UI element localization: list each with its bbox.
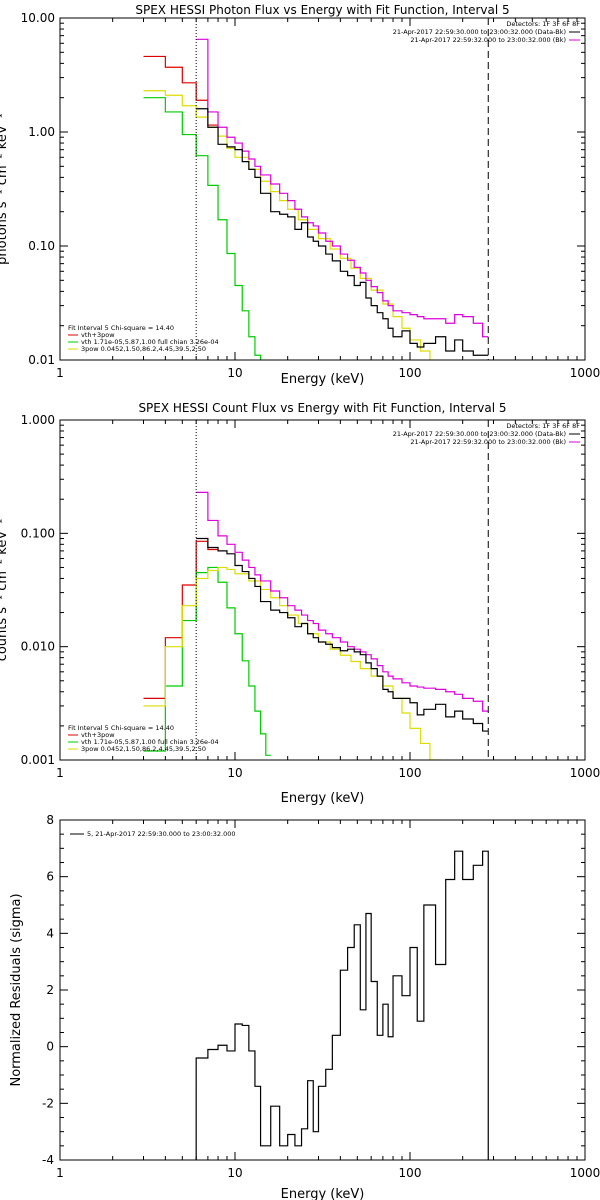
y-tick-label: 6: [46, 870, 54, 884]
x-tick-label: 10: [227, 766, 242, 780]
x-axis-label: Energy (keV): [281, 372, 365, 387]
y-tick-label: 0.10: [28, 239, 55, 253]
x-tick-label: 1000: [570, 366, 600, 380]
x-tick-label: 1000: [570, 1166, 600, 1180]
y-tick-label: 2: [46, 983, 54, 997]
series-line-4: [196, 537, 489, 732]
series-line-3: [196, 38, 489, 338]
y-tick-label: -4: [42, 1153, 54, 1167]
chart-count: SPEX HESSI Count Flux vs Energy with Fit…: [0, 401, 600, 806]
y-tick-label: -2: [42, 1096, 54, 1110]
bk-interval-label: 21-Apr-2017 22:59:32.000 to 23:00:32.000…: [410, 36, 566, 44]
y-tick-label: 0: [46, 1040, 54, 1054]
series-line-4: [196, 108, 489, 356]
y-axis-label: photons s⁻¹ cm⁻² keV⁻¹: [0, 113, 10, 265]
y-tick-label: 10.00: [21, 11, 55, 25]
chart-title: SPEX HESSI Photon Flux vs Energy with Fi…: [135, 3, 509, 17]
x-tick-label: 10: [227, 1166, 242, 1180]
fit-legend-item: vth+3pow: [81, 731, 115, 739]
y-tick-label: 0.01: [28, 353, 55, 367]
y-tick-label: 0.001: [21, 753, 55, 767]
chart-title: SPEX HESSI Count Flux vs Energy with Fit…: [138, 401, 506, 415]
axes-frame: [59, 419, 586, 761]
series-line-0: [195, 850, 489, 1160]
x-tick-label: 100: [399, 1166, 422, 1180]
y-tick-label: 1.00: [28, 125, 55, 139]
x-tick-label: 100: [399, 766, 422, 780]
y-tick-label: 4: [46, 926, 54, 940]
chart-residuals: 1 10 100 1000 -4 -2 0 2 4 6 8 Energy (keV) Normalize…: [9, 813, 600, 1200]
fit-legend-item: vth+3pow: [81, 331, 115, 339]
x-tick-label: 10: [227, 366, 242, 380]
fit-legend-item: vth 1.71e-05,5.87,1.00 full chian 3.26e-…: [81, 738, 219, 746]
detectors-label: Detectors: 1F 3F 6F 8F: [506, 422, 580, 430]
data-interval-label: 21-Apr-2017 22:59:30.000 to 23:00:32.000…: [393, 28, 566, 36]
chart-photon: SPEX HESSI Photon Flux vs Energy with Fi…: [0, 3, 600, 387]
plot-area: [143, 38, 489, 360]
fit-legend-title: Fit Interval 5 Chi-square = 14.40: [68, 724, 174, 732]
x-axis-label: Energy (keV): [281, 791, 365, 806]
series-line-1: [143, 566, 271, 756]
plot-area: [195, 850, 489, 1160]
fit-legend-item: 3pow 0.0452,1.50,86.2,4.45,39.5,2.50: [81, 345, 206, 353]
x-axis-label: Energy (keV): [281, 1187, 365, 1200]
y-tick-label: 1.000: [21, 413, 55, 427]
x-tick-label: 1000: [570, 766, 600, 780]
series-line-0: [143, 540, 219, 699]
residual-legend-label: 5, 21-Apr-2017 22:59:30.000 to 23:00:32.…: [87, 830, 236, 838]
y-axis-label: Normalized Residuals (sigma): [9, 893, 24, 1086]
detectors-label: Detectors: 1F 3F 6F 8F: [506, 20, 580, 28]
y-axis-label: counts s⁻¹ cm⁻² keV⁻¹: [0, 519, 10, 662]
y-tick-label: 0.010: [21, 640, 55, 654]
bk-interval-label: 21-Apr-2017 22:59:32.000 to 23:00:32.000…: [410, 438, 566, 446]
series-line-3: [196, 491, 489, 712]
fit-legend-title: Fit Interval 5 Chi-square = 14.40: [68, 324, 174, 332]
x-tick-label: 1: [56, 366, 64, 380]
series-line-2: [143, 90, 431, 360]
axes-frame: [59, 17, 586, 361]
y-tick-label: 8: [46, 813, 54, 827]
fit-legend-item: 3pow 0.0452,1.50,86.2,4.45,39.5,2.50: [81, 745, 206, 753]
plot-area: [143, 491, 489, 760]
fit-legend-item: vth 1.71e-05,5.87,1.00 full chian 3.26e-…: [81, 338, 219, 346]
data-interval-label: 21-Apr-2017 22:59:30.000 to 23:00:32.000…: [393, 430, 566, 438]
x-tick-label: 1: [56, 1166, 64, 1180]
x-tick-label: 100: [399, 366, 422, 380]
axes-frame: [59, 819, 586, 1161]
y-tick-label: 0.100: [21, 526, 55, 540]
series-line-2: [143, 566, 441, 760]
series-line-1: [143, 97, 262, 360]
x-tick-label: 1: [56, 766, 64, 780]
